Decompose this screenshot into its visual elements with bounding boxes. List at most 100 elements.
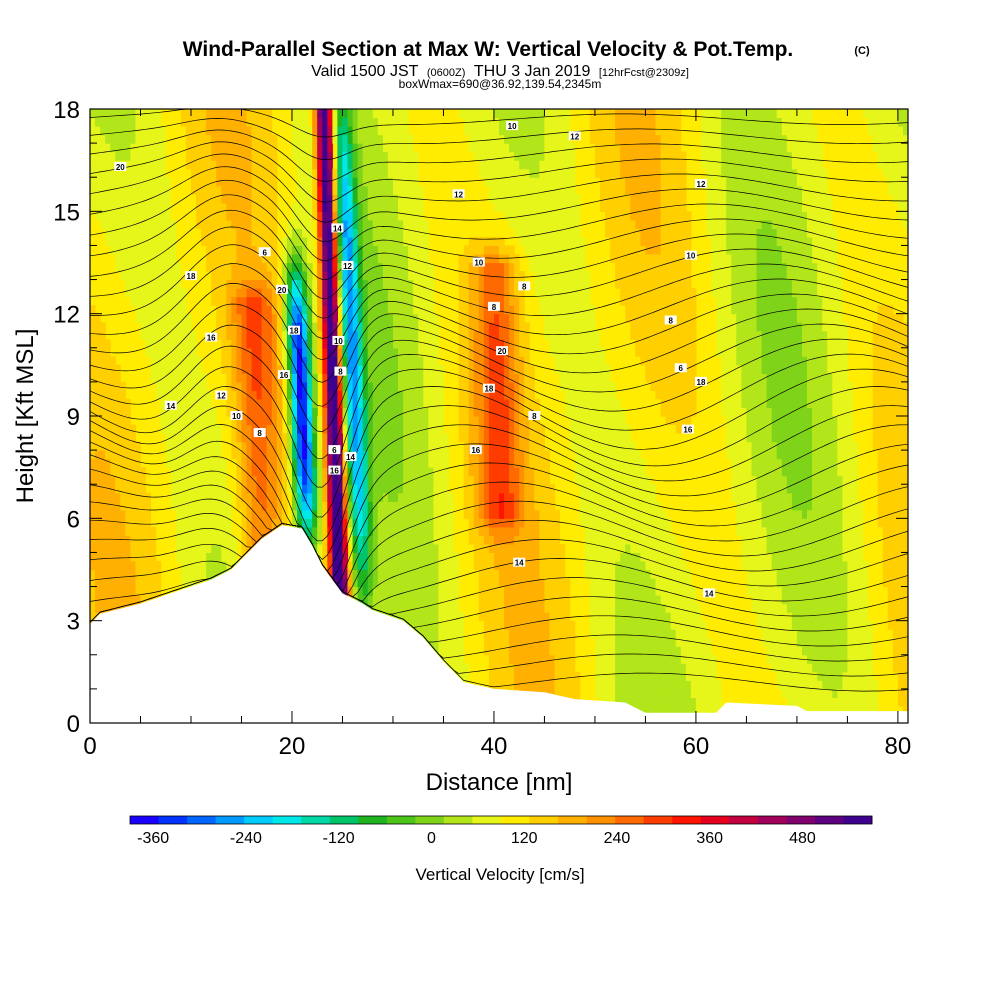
y-tick-label: 18 (53, 97, 80, 124)
isentrope-line (90, 481, 908, 593)
contour-label: 10 (506, 121, 519, 131)
isentrope-line (90, 323, 908, 433)
isentrope-line (90, 523, 908, 602)
isentrope-line (90, 263, 908, 361)
x-axis-label: Distance [nm] (426, 769, 573, 796)
isentrope-line (90, 166, 908, 243)
y-tick-label: 15 (53, 199, 80, 226)
colorbar-swatch (358, 816, 388, 824)
y-tick-label: 12 (53, 302, 80, 329)
contour-label: 14 (164, 400, 177, 411)
colorbar-swatch (130, 816, 159, 824)
valid-prefix: Valid 1500 JST (311, 63, 419, 80)
isentrope-line (90, 129, 908, 182)
colorbar-swatch (814, 816, 844, 824)
contour-label: 18 (184, 271, 197, 281)
contour-label: 14 (344, 451, 357, 462)
isentrope-line (90, 153, 908, 223)
colorbar-tick-label: 240 (604, 830, 631, 847)
x-tick-label: 0 (83, 733, 96, 760)
isentrope-line (90, 523, 908, 617)
valid-time-line: Valid 1500 JST (0600Z) THU 3 Jan 2019 [1… (311, 63, 689, 80)
velocity-bands (90, 109, 908, 723)
valid-date: THU 3 Jan 2019 (474, 63, 591, 80)
colorbar-tick-label: -240 (230, 830, 262, 847)
velocity-field: 2018161412108620181614121086161412108201… (90, 109, 908, 723)
colorbar-swatch (443, 816, 473, 824)
colorbar-tick-labels: -360 -240 -120 0 120 240 360 480 (137, 830, 816, 847)
isentrope-line (90, 462, 908, 586)
colorbar-swatch (158, 816, 188, 824)
colorbar-swatch (386, 816, 416, 824)
isentrope-line (90, 523, 908, 632)
colorbar-swatch (415, 816, 445, 824)
isentrope-line (90, 226, 908, 319)
contour-label: 20 (275, 284, 288, 295)
contour-label: 6 (328, 445, 341, 455)
contour-label: 16 (328, 465, 341, 476)
contour-label: 16 (205, 332, 218, 343)
isentrope-line (90, 209, 908, 300)
contour-label: 8 (664, 315, 677, 325)
contour-label: 16 (469, 445, 482, 455)
contour-label: 8 (253, 428, 266, 438)
contour-label: 14 (703, 588, 716, 598)
y-tick-label: 9 (67, 404, 80, 431)
contour-label: 14 (331, 223, 344, 233)
y-tick-label: 6 (67, 506, 80, 533)
isentrope-line (90, 109, 908, 138)
colorbar-swatch (843, 816, 873, 824)
isentrope-line (90, 353, 908, 488)
colorbar-swatch (301, 816, 331, 824)
potential-temperature-contours (90, 109, 908, 692)
isentrope-line (90, 118, 908, 160)
contour-label: 6 (258, 247, 271, 257)
isentrope-line (90, 513, 908, 598)
contour-label: 20 (114, 161, 127, 172)
x-tick-label: 20 (279, 733, 306, 760)
colorbar-swatch (558, 816, 588, 824)
isentrope-line (90, 194, 908, 280)
x-axis: 0 20 40 60 80 (83, 109, 911, 760)
contour-label: 10 (684, 250, 697, 261)
x-tick-label: 80 (885, 733, 912, 760)
colorbar-tick-label: 0 (427, 830, 436, 847)
y-tick-label: 0 (67, 711, 80, 738)
contour-label: 10 (332, 335, 345, 346)
chart-title: Wind-Parallel Section at Max W: Vertical… (183, 38, 794, 61)
colorbar-swatch (187, 816, 217, 824)
isentrope-line (90, 179, 908, 261)
box-info: boxWmax=690@36.92,139.54,2345m (399, 77, 602, 91)
colorbar-swatch (700, 816, 730, 824)
contour-label: 12 (215, 390, 228, 401)
isentrope-line (90, 498, 908, 595)
colorbar-tick-label: 480 (789, 830, 816, 847)
contour-label: 8 (334, 366, 347, 377)
contour-label: 12 (452, 189, 465, 199)
contour-labels: 2018161412108620181614121086161412108201… (114, 121, 716, 598)
terrain-mask (90, 525, 908, 723)
y-axis: 0 3 6 9 12 15 18 (53, 97, 908, 738)
colorbar-swatch (272, 816, 302, 824)
colorbar-tick-label: 120 (511, 830, 538, 847)
colorbar-swatch (586, 816, 616, 824)
contour-label: 10 (472, 257, 485, 268)
contour-label: 8 (487, 301, 500, 312)
colorbar-swatch (501, 816, 530, 824)
colorbar-swatch (615, 816, 645, 824)
x-tick-label: 60 (683, 733, 710, 760)
contour-label: 12 (568, 131, 581, 141)
forecast-info: [12hrFcst@2309z] (599, 67, 689, 79)
isentrope-line (90, 283, 908, 383)
isentrope-line (90, 338, 908, 460)
isentrope-line (90, 443, 908, 579)
colorbar-swatch (529, 816, 559, 824)
contour-label: 16 (277, 370, 290, 380)
contour-label: 12 (341, 260, 354, 271)
colorbar-swatch (329, 816, 359, 824)
valid-utc: (0600Z) (427, 67, 466, 79)
isentrope-line (90, 141, 908, 203)
colorbar-tick-label: 360 (696, 830, 723, 847)
contour-label: 20 (496, 346, 509, 356)
